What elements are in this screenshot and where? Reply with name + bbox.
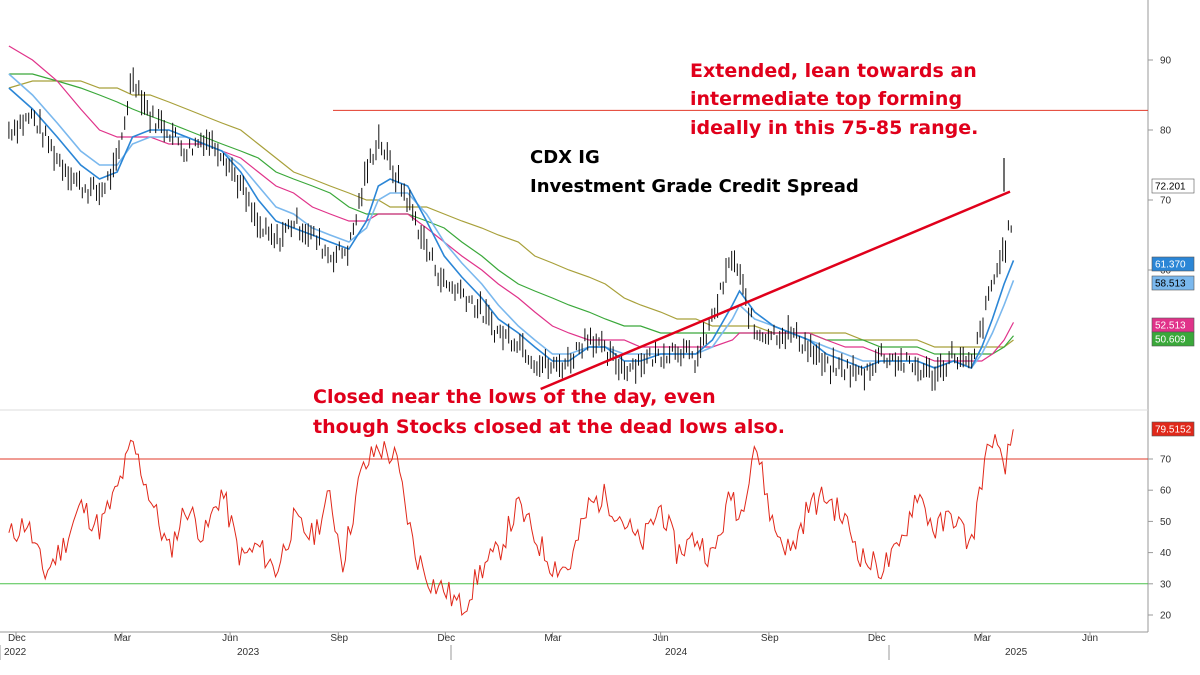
y-tick-label: 80 xyxy=(1160,126,1172,137)
ma-green-line xyxy=(8,73,1014,355)
osc-y-tick-label: 40 xyxy=(1160,548,1172,559)
y-tick-label: 90 xyxy=(1160,56,1172,67)
annotation-bottom-1: Closed near the lows of the day, even xyxy=(313,386,716,408)
top-annotation: Extended, lean towards an intermediate t… xyxy=(690,60,978,139)
x-year-label: 2024 xyxy=(665,647,688,658)
x-year-label: 2023 xyxy=(237,647,260,658)
x-tick-label: Dec xyxy=(8,633,26,644)
x-tick-label: Jun xyxy=(222,633,238,644)
annotation-line-1: Extended, lean towards an xyxy=(690,60,977,82)
price-bars xyxy=(8,67,1012,391)
x-tick-label: Dec xyxy=(868,633,886,644)
price-panel xyxy=(8,45,1148,391)
ma-olive-line xyxy=(8,80,1014,348)
oscillator-line xyxy=(8,429,1014,617)
x-tick-label: Jun xyxy=(1082,633,1098,644)
x-year-label: 2025 xyxy=(1005,647,1028,658)
tag-ma-mid: 58.513 xyxy=(1151,275,1195,291)
osc-y-tick-label: 70 xyxy=(1160,455,1172,466)
tag-oscillator-text: 79.5152 xyxy=(1155,425,1192,436)
tag-price-box xyxy=(1151,178,1195,194)
annotation-line-2: intermediate top forming xyxy=(690,88,962,110)
tag-ma-pink-text: 52.513 xyxy=(1155,321,1186,332)
x-year-label: 2022 xyxy=(4,647,27,658)
y-tick-label: 70 xyxy=(1160,196,1172,207)
tag-ma-fast-box xyxy=(1151,256,1195,272)
axes-layer: 9080706070605040302072.20161.37058.51352… xyxy=(0,56,1195,660)
annotation-line-3: ideally in this 75-85 range. xyxy=(690,117,978,139)
trend-line xyxy=(540,190,1011,391)
osc-y-tick-label: 60 xyxy=(1160,486,1172,497)
tag-price: 72.201 xyxy=(1151,178,1195,194)
tag-price-text: 72.201 xyxy=(1155,182,1186,193)
tag-oscillator: 79.5152 xyxy=(1151,421,1195,437)
x-tick-label: Mar xyxy=(544,633,562,644)
title-line-1: CDX IG xyxy=(530,147,600,168)
osc-y-tick-label: 30 xyxy=(1160,579,1172,590)
osc-y-tick-label: 20 xyxy=(1160,611,1172,622)
title-line-2: Investment Grade Credit Spread xyxy=(530,176,859,197)
chart-title: CDX IG Investment Grade Credit Spread xyxy=(530,147,859,197)
tag-ma-fast: 61.370 xyxy=(1151,256,1195,272)
annotation-bottom-2: though Stocks closed at the dead lows al… xyxy=(313,416,785,438)
x-tick-label: Mar xyxy=(974,633,992,644)
x-tick-label: Mar xyxy=(114,633,132,644)
tag-ma-mid-text: 58.513 xyxy=(1155,279,1186,290)
tag-oscillator-box xyxy=(1151,421,1195,437)
osc-y-tick-label: 50 xyxy=(1160,517,1172,528)
tag-ma-green-box xyxy=(1151,331,1195,347)
x-tick-label: Jun xyxy=(653,633,669,644)
x-tick-label: Dec xyxy=(437,633,455,644)
x-tick-label: Sep xyxy=(761,633,779,644)
tag-ma-green-text: 50.609 xyxy=(1155,335,1186,346)
bottom-annotation: Closed near the lows of the day, even th… xyxy=(313,386,785,438)
tag-ma-mid-box xyxy=(1151,275,1195,291)
tag-ma-pink: 52.513 xyxy=(1151,317,1195,333)
oscillator-panel xyxy=(0,429,1148,617)
tag-ma-green: 50.609 xyxy=(1151,331,1195,347)
tag-ma-fast-text: 61.370 xyxy=(1155,260,1186,271)
x-tick-label: Sep xyxy=(330,633,348,644)
